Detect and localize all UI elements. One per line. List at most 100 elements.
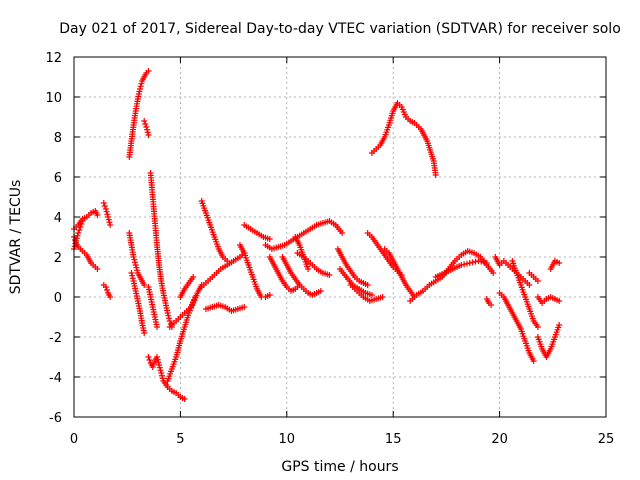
data-point: [144, 126, 151, 133]
data-point: [128, 270, 135, 276]
data-point: [167, 321, 174, 327]
data-point: [556, 322, 563, 328]
series-arc-21: [262, 218, 346, 252]
x-tick-label: 20: [491, 432, 508, 447]
y-tick-label: 2: [54, 251, 62, 266]
data-point: [488, 302, 495, 308]
data-point: [153, 354, 160, 360]
data-points: [71, 68, 563, 402]
data-point: [132, 262, 139, 268]
y-tick-label: -2: [49, 331, 62, 346]
series-arc-28: [347, 282, 386, 304]
data-point: [141, 118, 148, 124]
series-arc-8: [126, 230, 148, 288]
data-point: [166, 315, 173, 322]
axis-ticks: 0 5 10 15 20 25 -6 -4 -2 0 2 4 6 8 10 12: [45, 51, 614, 447]
x-axis-label: GPS time / hours: [281, 459, 398, 475]
data-point: [141, 330, 148, 336]
data-point: [143, 124, 150, 130]
series-arc-23: [279, 254, 324, 298]
data-point: [136, 86, 143, 92]
data-point: [241, 304, 248, 310]
data-point: [138, 80, 145, 87]
series-arc-15: [177, 274, 197, 300]
series-arc-9: [128, 270, 148, 336]
data-point: [317, 288, 324, 294]
data-point: [305, 266, 312, 272]
data-point: [145, 68, 152, 74]
data-point: [181, 396, 188, 402]
data-point: [146, 357, 153, 363]
data-point: [155, 359, 162, 366]
data-point: [326, 272, 333, 278]
series-arc-17: [198, 250, 248, 290]
y-tick-label: 4: [54, 211, 62, 226]
series-arc-16: [198, 198, 231, 264]
data-point: [534, 324, 541, 330]
data-point: [556, 260, 563, 266]
data-point: [466, 260, 473, 266]
y-tick-label: -4: [49, 371, 62, 386]
y-axis-label: SDTVAR / TECUs: [8, 180, 24, 295]
data-point: [129, 272, 136, 279]
series-arc-36: [496, 290, 537, 364]
data-point: [480, 259, 487, 266]
data-point: [164, 310, 171, 316]
data-point: [145, 132, 152, 138]
data-point: [75, 230, 82, 236]
data-point: [478, 258, 485, 265]
x-tick-label: 10: [279, 432, 296, 447]
series-arc-34: [483, 296, 495, 308]
data-point: [76, 227, 83, 233]
data-point: [149, 364, 156, 370]
series-arc-5: [100, 282, 114, 300]
data-point: [130, 254, 137, 260]
data-point: [131, 256, 138, 263]
chart-title: Day 021 of 2017, Sidereal Day-to-day VTE…: [59, 21, 621, 37]
x-tick-label: 15: [385, 432, 402, 447]
data-point: [100, 200, 107, 206]
series-arc-4: [100, 200, 114, 228]
data-point: [105, 214, 112, 220]
data-point: [145, 354, 152, 360]
data-point: [153, 324, 160, 330]
series-arc-11: [145, 354, 188, 402]
data-point: [150, 361, 157, 367]
data-point: [483, 260, 490, 266]
data-point: [107, 222, 114, 228]
series-arc-12: [145, 284, 160, 330]
series-arc-26: [334, 246, 371, 288]
data-point: [530, 358, 537, 364]
data-point: [472, 258, 479, 265]
series-arc-22: [266, 254, 303, 294]
series-arc-20: [241, 222, 273, 242]
data-point: [190, 274, 197, 280]
series-arc-25: [292, 234, 312, 272]
data-point: [106, 219, 113, 226]
data-point: [156, 364, 163, 371]
series-arc-37: [509, 258, 541, 330]
series-arc-10: [147, 170, 175, 330]
data-point: [104, 211, 111, 218]
series-arc-39: [534, 294, 563, 306]
x-tick-label: 25: [598, 432, 615, 447]
data-point: [77, 224, 84, 230]
data-point: [463, 260, 470, 267]
data-point: [192, 294, 199, 300]
data-point: [458, 262, 465, 268]
series-arc-30: [381, 246, 418, 300]
series-arc-1: [71, 208, 101, 232]
series-arc-40: [547, 258, 563, 272]
data-point: [137, 83, 144, 90]
y-tick-label: 12: [45, 51, 62, 66]
data-point: [74, 232, 81, 239]
data-point: [102, 284, 109, 290]
series-arc-31: [407, 248, 497, 304]
plot-frame: [73, 56, 607, 418]
y-tick-label: 8: [54, 131, 62, 146]
data-point: [157, 367, 164, 374]
data-point: [94, 266, 101, 272]
series-arc-33: [368, 100, 439, 178]
data-point: [266, 236, 273, 242]
series-arc-27: [337, 266, 375, 298]
